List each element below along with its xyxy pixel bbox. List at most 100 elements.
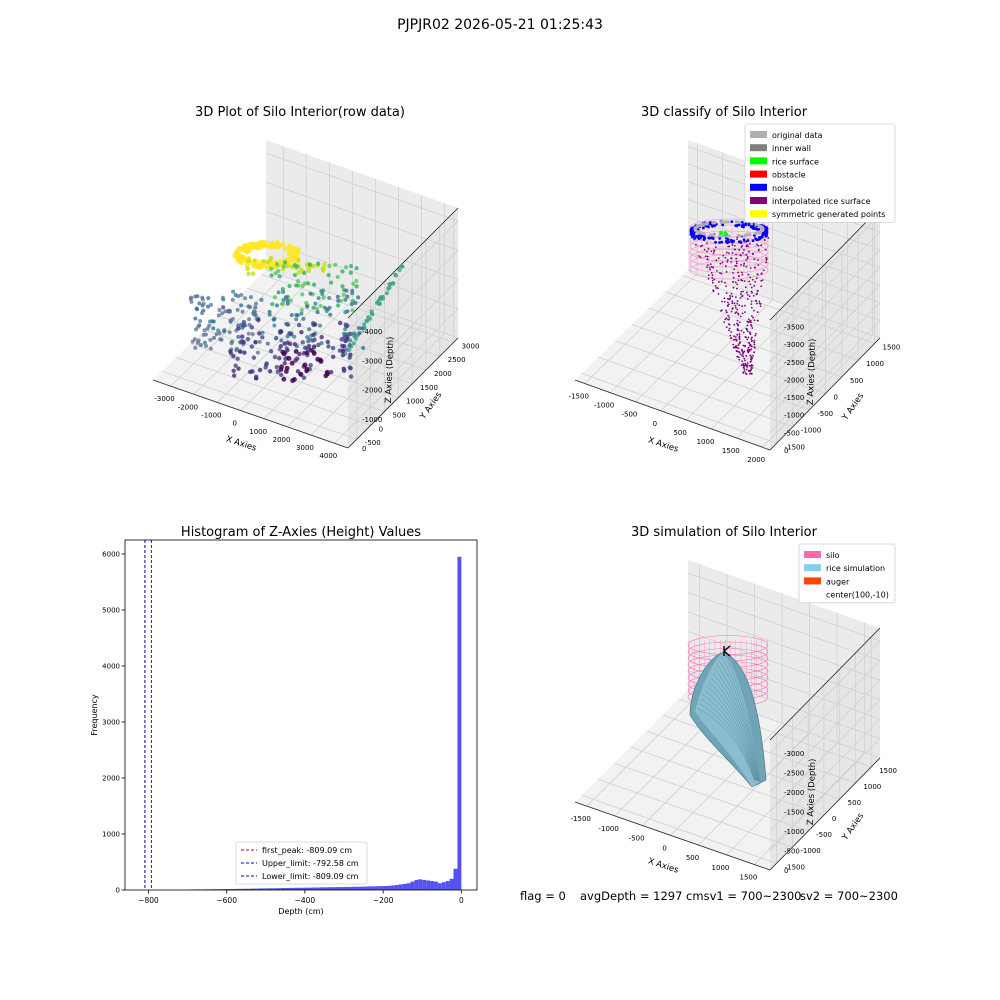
raw-data-point — [351, 281, 356, 287]
raw-data-point — [279, 338, 284, 343]
raw-data-point — [297, 351, 302, 357]
interpolated-point — [738, 358, 741, 361]
raw-data-point — [264, 264, 271, 270]
raw-data-point — [304, 300, 309, 306]
interpolated-point — [731, 252, 734, 254]
interpolated-point — [731, 300, 734, 303]
interpolated-point — [751, 315, 753, 317]
interpolated-point — [751, 291, 753, 294]
noise-point — [692, 231, 696, 235]
raw-data-point — [328, 312, 333, 317]
raw-data-point — [340, 349, 346, 354]
noise-point — [702, 238, 706, 241]
raw-data-point — [265, 259, 271, 265]
axis-edge — [769, 207, 881, 321]
raw-data-point — [200, 297, 205, 302]
y-tick-label: -1000 — [801, 427, 821, 435]
raw-data-point — [278, 367, 284, 373]
raw-data-point — [305, 281, 311, 286]
interpolated-point — [756, 319, 759, 322]
raw-data-point — [254, 301, 259, 306]
raw-data-point — [240, 334, 245, 339]
plot-frame — [124, 539, 478, 891]
interpolated-point — [720, 272, 723, 275]
interpolated-point — [735, 262, 738, 265]
legend-label: Lower_limit: -809.09 cm — [262, 872, 359, 881]
histogram-bar — [379, 886, 384, 890]
interpolated-point — [757, 264, 760, 267]
histogram-bar — [347, 886, 352, 890]
x-tick-label: -3000 — [154, 395, 174, 403]
raw-data-point — [285, 263, 290, 269]
raw-data-point — [246, 258, 252, 263]
noise-point — [760, 234, 764, 237]
histogram-bar — [316, 887, 321, 890]
interpolated-point — [738, 321, 741, 324]
interpolated-point — [706, 258, 709, 261]
interpolated-point — [745, 291, 748, 294]
y-grid-line — [176, 356, 371, 426]
noise-point — [754, 227, 758, 231]
interpolated-point — [723, 321, 726, 324]
y-tick-label: 4000 — [102, 663, 120, 671]
raw-data-point — [281, 264, 286, 269]
interpolated-point — [710, 265, 713, 268]
interpolated-point — [698, 255, 700, 257]
interpolated-point — [746, 298, 749, 300]
raw-data-point — [258, 243, 264, 249]
interpolated-point — [732, 339, 735, 341]
raw-data-point — [277, 274, 282, 279]
interpolated-point — [720, 280, 723, 283]
raw-data-point — [340, 269, 345, 274]
x-tick-label: -500 — [622, 411, 638, 419]
interpolated-point — [741, 312, 744, 315]
interpolated-point — [750, 290, 753, 293]
interpolated-point — [739, 353, 742, 356]
raw-data-point — [293, 349, 299, 354]
histogram-bar — [394, 884, 399, 890]
raw-data-point — [240, 309, 245, 314]
raw-data-point — [308, 347, 314, 353]
legend-swatch — [750, 210, 767, 218]
raw-data-point — [311, 332, 316, 338]
interpolated-point — [725, 317, 728, 320]
interpolated-point — [749, 276, 752, 279]
raw-data-point — [264, 361, 269, 366]
raw-data-point — [283, 260, 288, 265]
original-point — [698, 230, 702, 235]
raw-data-point — [331, 354, 336, 360]
interpolated-point — [740, 354, 743, 357]
interpolated-point — [750, 321, 752, 324]
raw-data-point — [227, 309, 232, 314]
histogram-bar — [457, 556, 462, 890]
histogram-bar — [453, 868, 458, 890]
interpolated-point — [746, 349, 749, 352]
raw-data-point — [265, 341, 270, 346]
raw-data-point — [190, 339, 195, 344]
interpolated-point — [749, 283, 752, 286]
raw-data-point — [305, 335, 310, 340]
interpolated-point — [754, 334, 757, 337]
interpolated-point — [757, 244, 760, 247]
interpolated-point — [746, 324, 749, 327]
y-grid-line — [247, 287, 440, 357]
raw-data-point — [304, 368, 310, 374]
interpolated-point — [742, 290, 744, 293]
interpolated-point — [746, 338, 748, 341]
raw-data-point — [281, 289, 286, 294]
z-grid-line — [769, 249, 881, 363]
interpolated-point — [749, 242, 751, 245]
interpolated-point — [760, 244, 763, 247]
interpolated-point — [708, 266, 711, 269]
raw-data-point — [311, 350, 317, 356]
raw-data-point — [245, 248, 251, 254]
raw-data-point — [238, 340, 243, 345]
raw-data-point — [198, 319, 203, 324]
interpolated-point — [752, 354, 754, 357]
raw-data-point — [369, 311, 374, 316]
raw-data-point — [325, 339, 330, 345]
interpolated-point — [765, 256, 767, 259]
interpolated-point — [728, 316, 731, 319]
sv2-text: sv2 = 700~2300 — [800, 889, 898, 903]
y-grid-line — [665, 291, 859, 361]
